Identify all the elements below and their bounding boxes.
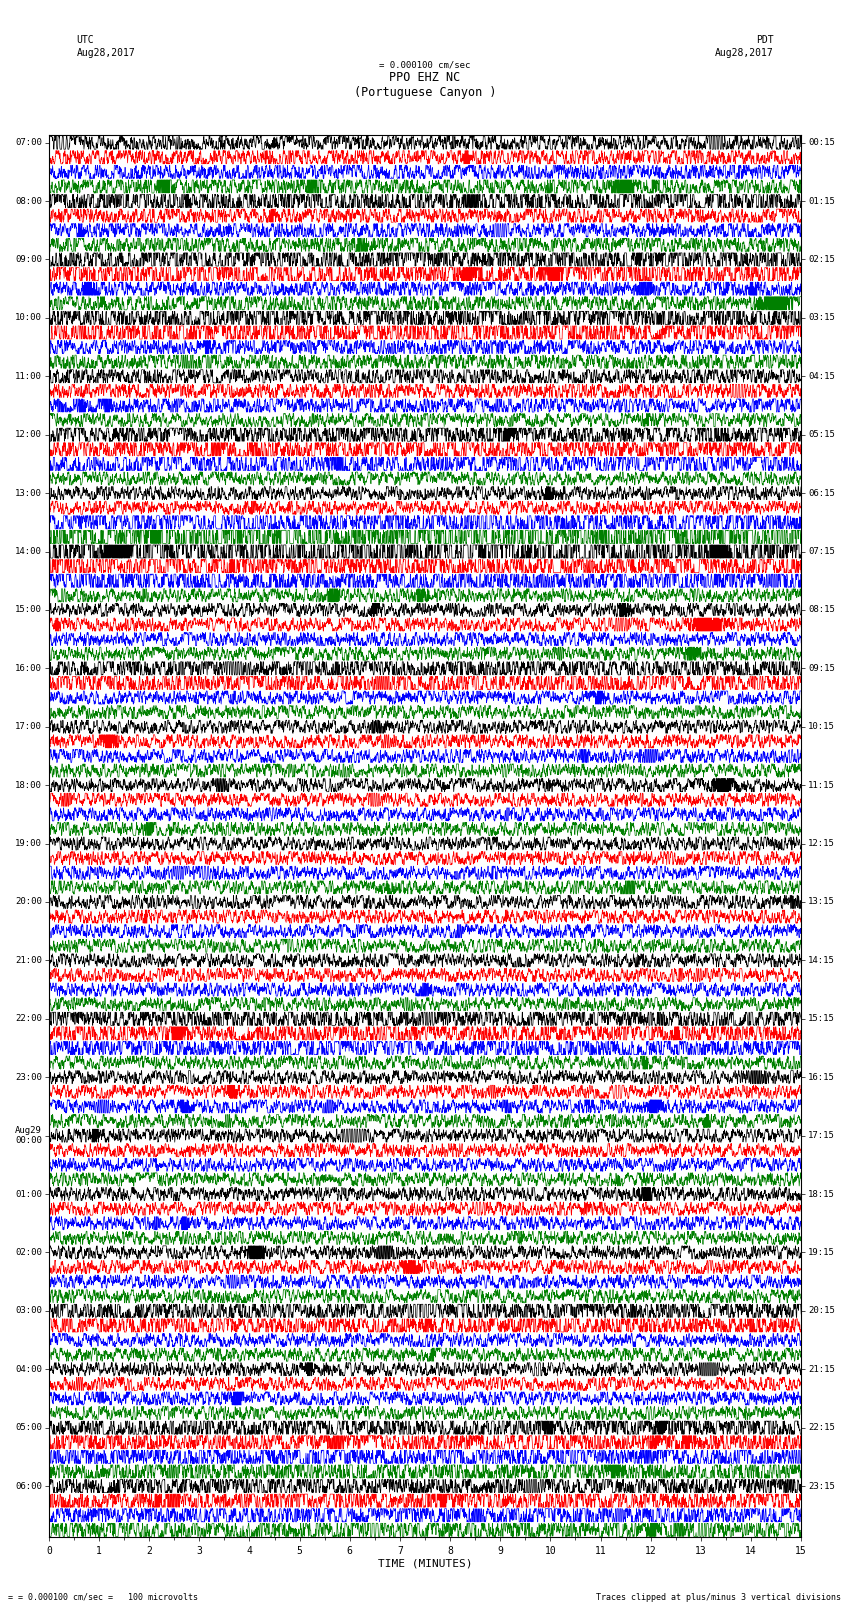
Text: Traces clipped at plus/minus 3 vertical divisions: Traces clipped at plus/minus 3 vertical … xyxy=(597,1592,842,1602)
X-axis label: TIME (MINUTES): TIME (MINUTES) xyxy=(377,1560,473,1569)
Text: PDT: PDT xyxy=(756,35,774,45)
Title: PPO EHZ NC
(Portuguese Canyon ): PPO EHZ NC (Portuguese Canyon ) xyxy=(354,71,496,100)
Text: = = 0.000100 cm/sec =   100 microvolts: = = 0.000100 cm/sec = 100 microvolts xyxy=(8,1592,199,1602)
Text: = 0.000100 cm/sec: = 0.000100 cm/sec xyxy=(379,60,471,69)
Text: UTC: UTC xyxy=(76,35,94,45)
Text: Aug28,2017: Aug28,2017 xyxy=(76,48,135,58)
Text: Aug28,2017: Aug28,2017 xyxy=(715,48,774,58)
